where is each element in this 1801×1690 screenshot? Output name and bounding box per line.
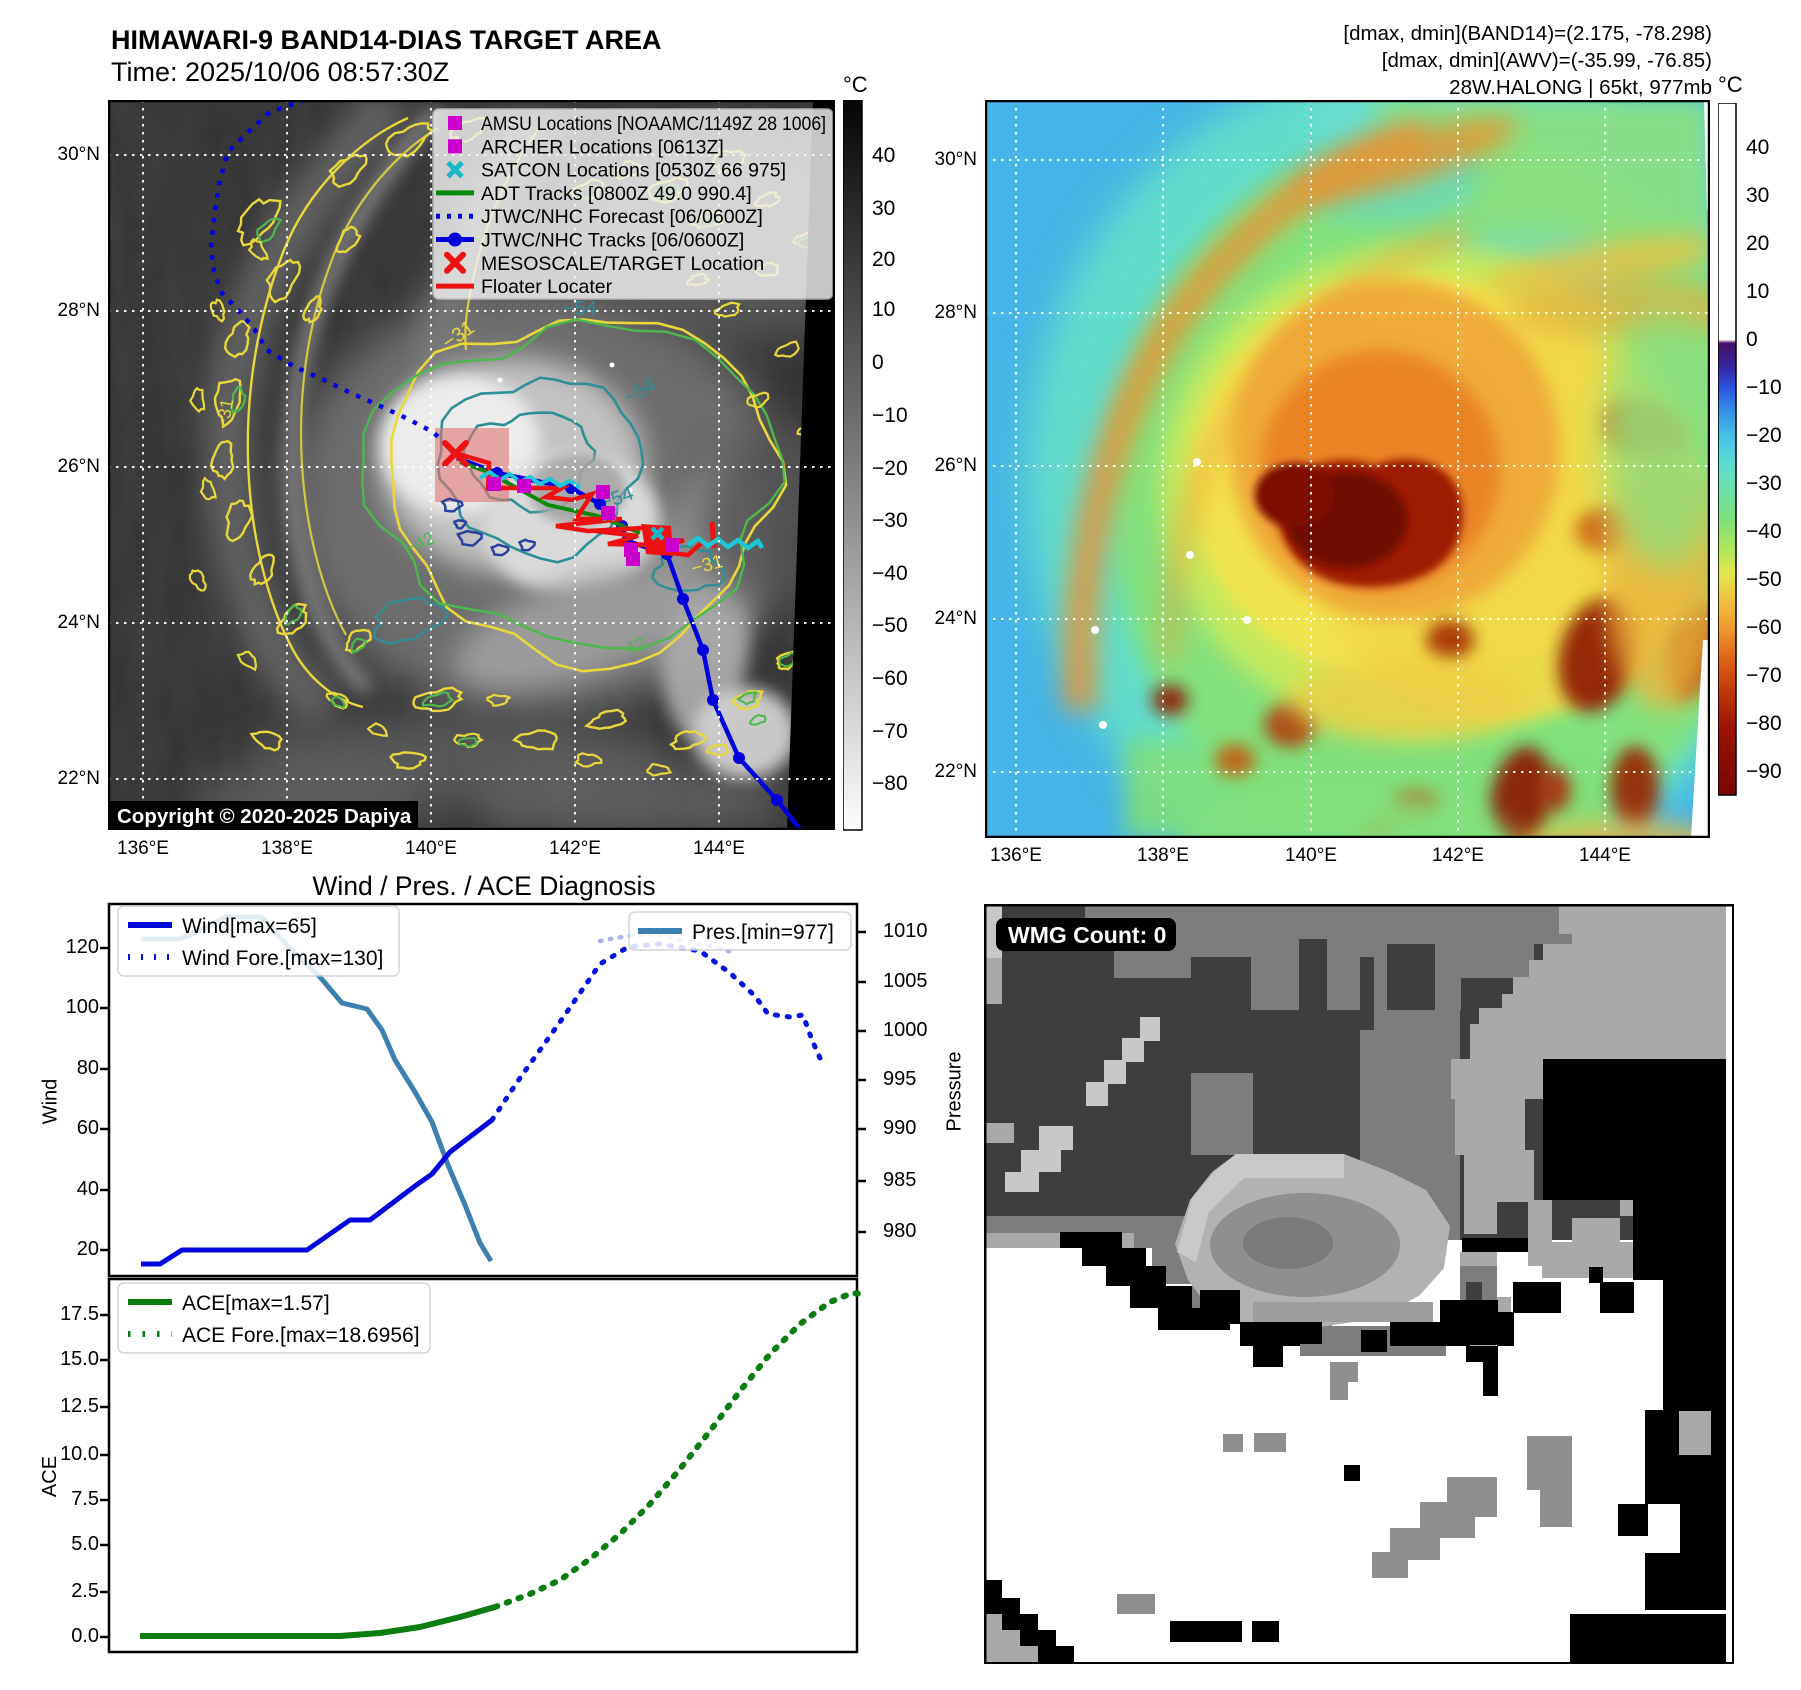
svg-text:ACE[max=1.57]: ACE[max=1.57] xyxy=(182,1292,330,1315)
svg-text:SATCON Locations [0530Z 66 975: SATCON Locations [0530Z 66 975] xyxy=(481,160,786,182)
svg-text:JTWC/NHC Tracks [06/0600Z]: JTWC/NHC Tracks [06/0600Z] xyxy=(481,230,744,252)
svg-text:Wind Fore.[max=130]: Wind Fore.[max=130] xyxy=(182,947,383,970)
svg-text:Pres.[min=977]: Pres.[min=977] xyxy=(692,921,834,944)
svg-text:MESOSCALE/TARGET Location: MESOSCALE/TARGET Location xyxy=(481,253,764,275)
svg-text:Floater Locater: Floater Locater xyxy=(481,276,613,298)
svg-text:Copyright © 2020-2025 Dapiya: Copyright © 2020-2025 Dapiya xyxy=(117,805,412,828)
svg-text:Wind[max=65]: Wind[max=65] xyxy=(182,915,317,938)
svg-text:WMG Count: 0: WMG Count: 0 xyxy=(1008,922,1166,948)
svg-text:ACE Fore.[max=18.6956]: ACE Fore.[max=18.6956] xyxy=(182,1324,420,1347)
svg-text:JTWC/NHC Forecast [06/0600Z]: JTWC/NHC Forecast [06/0600Z] xyxy=(481,206,763,228)
svg-text:ADT Tracks [0800Z 49.0 990.4]: ADT Tracks [0800Z 49.0 990.4] xyxy=(481,183,752,205)
svg-text:AMSU Locations [NOAAMC/1149Z 2: AMSU Locations [NOAAMC/1149Z 28 1006] xyxy=(481,113,826,135)
svg-text:−54: −54 xyxy=(563,298,597,320)
svg-text:ARCHER Locations [0613Z]: ARCHER Locations [0613Z] xyxy=(481,136,724,158)
